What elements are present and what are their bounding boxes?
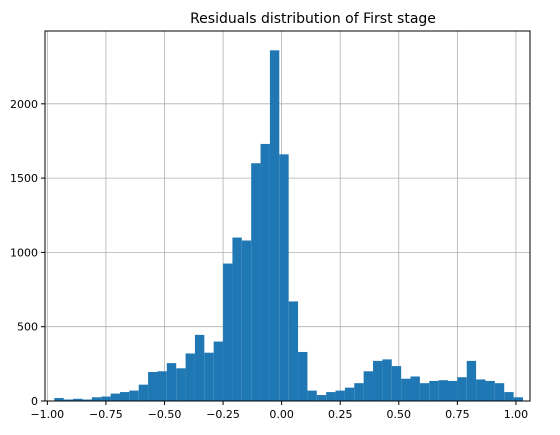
histogram-bar <box>54 398 64 401</box>
histogram-bar <box>382 359 392 401</box>
histogram-bar <box>391 366 402 401</box>
histogram-bar <box>335 390 345 401</box>
y-axis: 0 500 1000 1500 2000 <box>10 98 45 408</box>
x-tick-label: −0.75 <box>89 408 123 421</box>
histogram-bar <box>223 263 233 401</box>
histogram-bar <box>194 334 205 401</box>
histogram-bar <box>288 301 299 401</box>
histogram-bar <box>157 371 167 401</box>
histogram-bar <box>148 372 158 401</box>
x-tick-label: −0.50 <box>148 408 182 421</box>
x-tick-label: 0.25 <box>328 408 353 421</box>
histogram-bar <box>513 397 523 401</box>
x-tick-label: 1.00 <box>504 408 529 421</box>
y-tick-label: 2000 <box>10 98 38 111</box>
x-tick-label: 0.00 <box>269 408 294 421</box>
histogram-bar <box>344 387 355 401</box>
histogram-bar <box>363 371 374 401</box>
histogram-bar <box>101 396 111 401</box>
histogram-bar <box>251 163 261 401</box>
histogram-bar <box>119 392 130 401</box>
histogram-bar <box>373 360 383 401</box>
histogram-bar <box>176 368 186 401</box>
x-tick-label: 0.50 <box>387 408 412 421</box>
histogram-bar <box>204 352 214 401</box>
histogram-bar <box>232 237 242 401</box>
histogram-bar <box>73 398 83 401</box>
x-tick-label: 0.75 <box>445 408 470 421</box>
histogram-bar <box>476 379 486 401</box>
histogram-bar <box>316 395 327 401</box>
x-tick-label: −1.00 <box>30 408 64 421</box>
plot-frame <box>44 30 531 402</box>
histogram-bar <box>129 390 139 401</box>
histogram-bar <box>298 351 308 401</box>
histogram-bar <box>91 397 102 401</box>
y-tick-label: 1000 <box>10 246 38 259</box>
y-tick-label: 1500 <box>10 172 38 185</box>
histogram-bar <box>429 380 439 401</box>
chart-title: Residuals distribution of First stage <box>190 11 436 27</box>
histogram-bar <box>269 50 280 402</box>
histogram-bar <box>485 380 495 401</box>
histogram-bar <box>354 383 364 401</box>
histogram-bar <box>494 383 505 401</box>
histogram-bar <box>401 378 411 401</box>
x-axis: −1.00 −0.75 −0.50 −0.25 0.00 0.25 0.50 0.75 1.00 <box>30 401 528 421</box>
histogram-bar <box>82 399 92 401</box>
y-tick-label: 500 <box>17 321 38 334</box>
histogram-bar <box>63 399 74 401</box>
histogram-bar <box>504 392 514 401</box>
x-tick-label: −0.25 <box>206 408 240 421</box>
histogram-bar <box>410 376 420 401</box>
histogram-bar <box>438 380 448 401</box>
histogram-bar <box>457 377 467 401</box>
histogram-bar <box>241 240 252 401</box>
histogram-bar <box>166 363 177 401</box>
histogram-bar <box>279 154 289 401</box>
histogram-bar <box>185 353 195 401</box>
histogram-bars <box>54 50 523 402</box>
histogram-bar <box>138 384 149 401</box>
histogram-bar <box>307 390 317 401</box>
histogram-bar <box>419 383 430 401</box>
histogram-bar <box>110 393 120 401</box>
histogram-bar <box>466 360 477 401</box>
histogram-bar <box>260 143 270 401</box>
y-tick-label: 0 <box>31 395 38 408</box>
histogram-bar <box>326 392 336 401</box>
histogram-bar <box>213 341 224 401</box>
histogram-bar <box>447 380 458 401</box>
